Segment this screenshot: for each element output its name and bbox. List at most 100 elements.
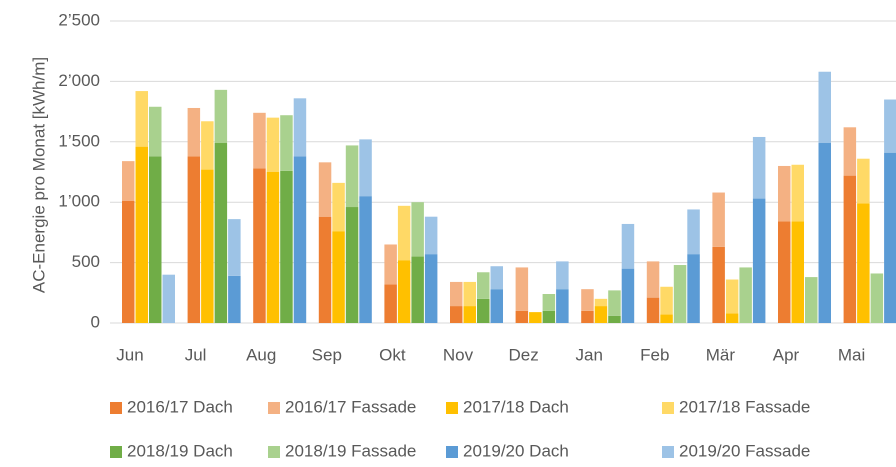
bar-segment <box>515 267 529 311</box>
bar-segment <box>529 312 542 323</box>
bar-segment <box>725 279 739 314</box>
x-tick-label: Dez <box>508 345 538 364</box>
x-tick-label: Mai <box>838 345 865 364</box>
bar-segment <box>556 289 569 323</box>
bar-segment <box>214 89 228 144</box>
bar-segment <box>293 156 307 323</box>
bar-segment <box>149 106 162 157</box>
bar-segment <box>621 223 635 269</box>
legend-swatch <box>110 446 122 458</box>
bar-segment <box>463 281 476 307</box>
y-tick-label: 2’000 <box>58 71 100 90</box>
bar-segment <box>791 221 804 323</box>
bar-segment <box>122 200 135 323</box>
bar-segment <box>490 266 503 290</box>
bar-segment <box>843 127 857 176</box>
bar-segment <box>266 117 280 172</box>
bar-segment <box>450 306 463 323</box>
bar-segment <box>752 198 766 323</box>
bar-segment <box>687 209 700 255</box>
y-tick-label: 1’500 <box>58 131 100 150</box>
bar-segment <box>135 91 148 147</box>
x-tick-label: Aug <box>246 345 276 364</box>
bar-segment <box>660 286 673 315</box>
legend-swatch <box>662 402 674 414</box>
bar-segment <box>581 310 594 323</box>
bar-segment <box>228 275 241 323</box>
bar-segment <box>332 231 345 323</box>
x-tick-label: Sep <box>312 345 342 364</box>
legend-label: 2018/19 Fassade <box>285 441 416 460</box>
bar-segment <box>870 273 884 323</box>
bar-segment <box>359 139 372 197</box>
legend-label: 2017/18 Dach <box>463 397 569 416</box>
bar-segment <box>280 170 293 323</box>
bar-segment <box>293 98 307 157</box>
legend-swatch <box>446 402 458 414</box>
x-tick-label: Okt <box>379 345 406 364</box>
bar-segment <box>778 165 791 222</box>
bar-segment <box>594 306 608 323</box>
x-tick-label: Jan <box>575 345 602 364</box>
bar-segment <box>345 207 359 323</box>
bar-segment <box>424 254 438 323</box>
bar-segment <box>214 143 228 323</box>
bar-segment <box>712 192 725 247</box>
bar-segment <box>450 281 463 307</box>
bar-segment <box>122 161 135 201</box>
bar-segment <box>280 115 293 171</box>
bar-segment <box>411 256 424 323</box>
y-tick-label: 500 <box>72 252 100 271</box>
bar-segment <box>542 310 556 323</box>
bar-segment <box>477 272 490 299</box>
bar-segment <box>791 164 804 222</box>
bar-segment <box>266 172 280 323</box>
bar-segment <box>515 310 529 323</box>
bar-segment <box>332 182 345 232</box>
bar-segment <box>542 294 556 311</box>
bar-segment <box>556 261 569 290</box>
bar-segment <box>397 260 411 323</box>
bar-segment <box>424 216 438 255</box>
legend-label: 2018/19 Dach <box>127 441 233 460</box>
bar-segment <box>660 314 673 323</box>
bar-segment <box>646 297 660 323</box>
bar-segment <box>345 145 359 208</box>
bar-segment <box>608 315 621 323</box>
bar-segment <box>253 112 266 169</box>
legend-swatch <box>662 446 674 458</box>
y-axis-title: AC-Energie pro Monat [kWh/m] <box>29 57 48 293</box>
bar-segment <box>621 268 635 323</box>
legend-label: 2016/17 Dach <box>127 397 233 416</box>
bar-segment <box>318 216 332 323</box>
bar-segment <box>752 136 766 199</box>
bar-segment <box>384 244 397 285</box>
bar-segment <box>359 196 372 323</box>
bar-segment <box>778 221 791 323</box>
bar-segment <box>384 284 397 323</box>
y-tick-label: 0 <box>91 312 100 331</box>
bar-segment <box>857 158 870 204</box>
bar-segment <box>739 267 752 323</box>
x-tick-label: Jun <box>116 345 143 364</box>
bar-segment <box>608 290 621 316</box>
bar-segment <box>884 152 896 323</box>
bar-segment <box>187 107 201 157</box>
y-tick-label: 1’000 <box>58 192 100 211</box>
bar-segment <box>201 121 214 170</box>
bar-segment <box>805 277 818 323</box>
legend-label: 2017/18 Fassade <box>679 397 810 416</box>
bar-segment <box>725 313 739 323</box>
bar-segment <box>857 203 870 323</box>
bar-segment <box>843 175 857 323</box>
bar-segment <box>818 143 831 323</box>
legend-swatch <box>268 402 280 414</box>
x-tick-label: Apr <box>773 345 800 364</box>
legend-label: 2019/20 Fassade <box>679 441 810 460</box>
bar-segment <box>818 71 831 144</box>
bar-segment <box>228 219 241 276</box>
bar-segment <box>253 168 266 323</box>
bar-segment <box>162 274 175 323</box>
bar-segment <box>646 261 660 298</box>
bar-segment <box>397 205 411 261</box>
